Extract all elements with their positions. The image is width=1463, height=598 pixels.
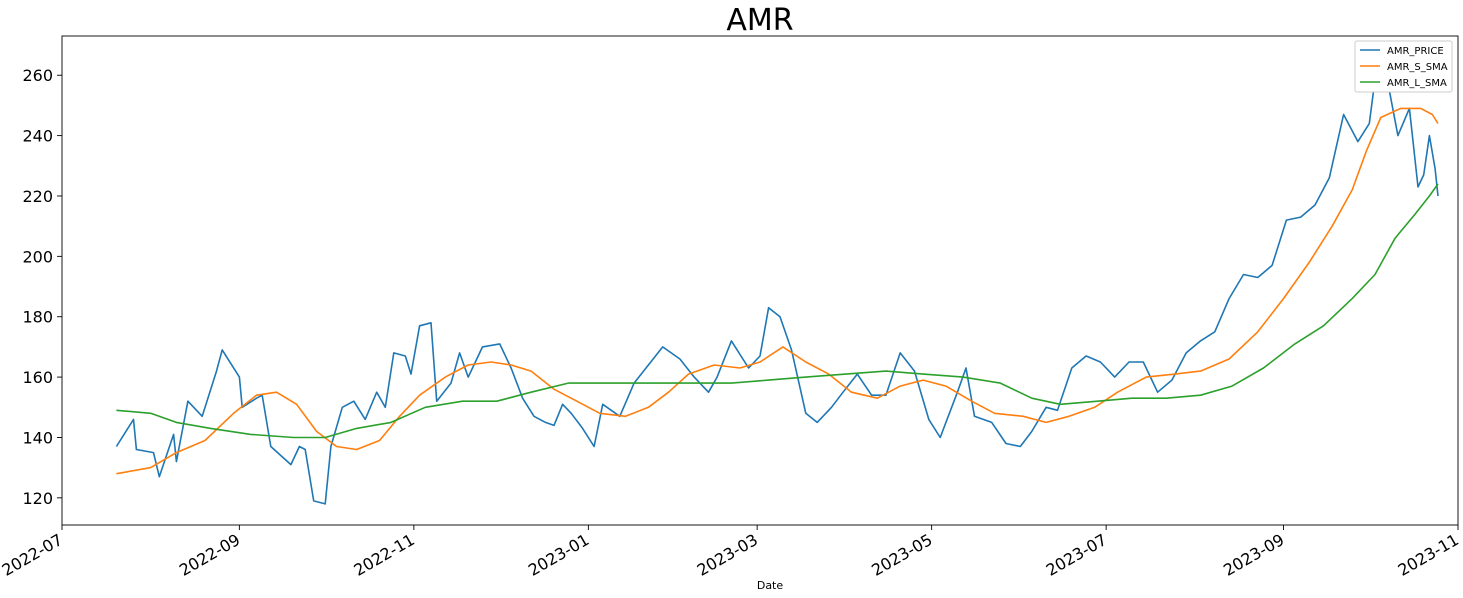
x-tick-label: 2023-05 — [868, 530, 935, 580]
legend-label-amr-price: AMR_PRICE — [1387, 46, 1444, 57]
chart-title: AMR — [726, 3, 793, 38]
y-tick-label: 200 — [22, 247, 53, 266]
x-tick-label: 2023-09 — [1220, 530, 1287, 580]
y-axis: 120 140 160 180 200 220 240 260 — [22, 66, 62, 508]
x-tick-label: 2023-03 — [694, 530, 761, 580]
x-tick-label: 2022-11 — [350, 530, 417, 580]
y-tick-label: 260 — [22, 66, 53, 85]
series-line-amr-l-sma — [116, 183, 1439, 439]
y-tick-label: 240 — [22, 127, 53, 146]
y-tick-label: 120 — [22, 489, 53, 508]
series-line-amr-price — [115, 56, 1439, 505]
legend-label-amr-l-sma: AMR_L_SMA — [1387, 78, 1447, 89]
legend-label-amr-s-sma: AMR_S_SMA — [1387, 62, 1448, 73]
series-line-amr-s-sma — [116, 107, 1439, 475]
plot-area — [61, 35, 1459, 526]
x-axis-label: Date — [757, 579, 784, 592]
legend-box — [1354, 40, 1453, 93]
y-tick-label: 140 — [22, 428, 53, 447]
x-tick-label: 2022-09 — [176, 530, 243, 580]
legend: AMR_PRICE AMR_S_SMA AMR_L_SMA — [1354, 40, 1453, 93]
x-tick-label: 2023-11 — [1395, 530, 1462, 580]
plot-frame — [61, 35, 1459, 526]
x-tick-label: 2023-01 — [525, 530, 592, 580]
y-tick-label: 220 — [22, 187, 53, 206]
y-tick-label: 180 — [22, 308, 53, 327]
y-tick-label: 160 — [22, 368, 53, 387]
x-axis: 2022-07 2022-09 2022-11 2023-01 2023-03 2023-… — [0, 525, 1462, 580]
x-tick-label: 2022-07 — [0, 530, 66, 580]
x-tick-label: 2023-07 — [1043, 530, 1110, 580]
